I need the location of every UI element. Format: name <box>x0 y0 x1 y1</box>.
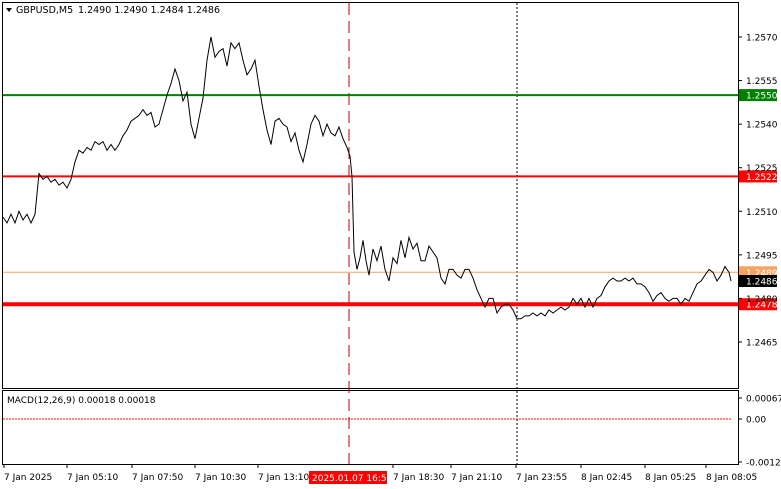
price-level-tag <box>739 170 777 183</box>
price-tick-label: 1.2555 <box>746 77 778 87</box>
price-tick-label: 1.2525 <box>746 164 778 174</box>
current-price-tag <box>739 275 777 287</box>
price-tick-label: 1.2540 <box>746 121 778 131</box>
price-level-label: 1.2489 <box>746 269 778 279</box>
time-tick-label: 8 Jan 05:25 <box>645 473 696 483</box>
price-level-tag <box>739 89 777 102</box>
time-tick-label: 7 Jan 18:30 <box>393 473 445 483</box>
price-pane-frame <box>2 2 739 389</box>
price-axis: 1.2570 1.2555 1.2540 1.2525 1.2510 1.2495 1.24… <box>738 34 778 349</box>
time-tick-label: 7 Jan 21:10 <box>451 473 503 483</box>
indicator-tick-label: 0.00 <box>746 416 766 426</box>
time-tick-label: 7 Jan 07:50 <box>132 473 184 483</box>
time-tick-label: 8 Jan 02:45 <box>581 473 632 483</box>
indicator-pane-frame <box>2 390 739 465</box>
chevron-down-icon[interactable] <box>6 8 12 12</box>
price-level-tag <box>739 298 777 311</box>
price-level-label: 1.2550 <box>746 92 778 102</box>
price-line <box>2 36 732 320</box>
time-tick-label: 7 Jan 23:55 <box>516 473 567 483</box>
price-level-label: 1.2478 <box>746 301 778 311</box>
time-tick-label: 7 Jan 05:10 <box>67 473 119 483</box>
price-tick-label: 1.2465 <box>746 339 778 349</box>
price-tick-label: 1.2570 <box>746 34 778 44</box>
price-tick-label: 1.2480 <box>746 295 778 305</box>
time-tick-label: 7 Jan 13:10 <box>258 473 310 483</box>
price-levels: 1.2550 1.2522 1.2489 1.2478 1.2486 <box>3 89 778 311</box>
time-highlight-label: 2025.01.07 16:55 <box>312 474 392 484</box>
price-tick-label: 1.2510 <box>746 208 778 218</box>
price-level-label: 1.2522 <box>746 173 778 183</box>
price-series <box>2 36 732 320</box>
time-highlight-tag <box>309 471 387 484</box>
indicator-tick-label: 0.00067 <box>746 395 781 405</box>
price-tick-label: 1.2495 <box>746 251 778 261</box>
time-axis: 7 Jan 2025 7 Jan 05:10 7 Jan 07:50 7 Jan 10… <box>3 464 757 484</box>
symbol-label: GBPUSD,M5 <box>16 5 73 16</box>
current-price-label: 1.2486 <box>746 278 778 288</box>
time-tick-label: 8 Jan 08:05 <box>706 473 757 483</box>
ohlc-values: 1.2490 1.2490 1.2484 1.2486 <box>78 5 220 16</box>
indicator-title: MACD(12,26,9) 0.00018 0.00018 <box>7 396 156 406</box>
time-tick-label: 7 Jan 10:30 <box>195 473 247 483</box>
time-tick-label: 7 Jan 2025 <box>4 473 52 483</box>
